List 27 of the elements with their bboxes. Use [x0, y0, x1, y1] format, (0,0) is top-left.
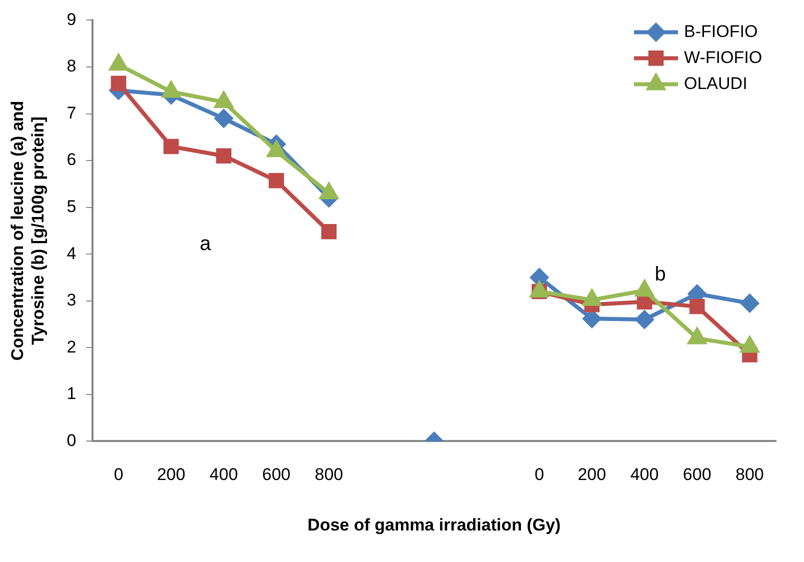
legend-label: B-FIOFIO	[684, 22, 758, 41]
legend-label: W-FIOFIO	[684, 48, 762, 67]
y-axis-title: Concentration of leucine (a) and Tyrosine (b) [g/100g protein]	[8, 100, 48, 361]
y-tick-label: 9	[66, 10, 76, 29]
y-tick-label: 6	[66, 150, 76, 170]
x-tick-label: 200	[578, 465, 606, 484]
y-tick-label: 4	[66, 244, 76, 263]
x-tick-label: 600	[682, 465, 712, 484]
annotation: a	[200, 233, 212, 256]
x-tick-label: 400	[210, 465, 238, 484]
y-tick-label: 1	[66, 384, 76, 404]
x-tick-label: 0	[114, 465, 124, 484]
y-tick-label: 8	[66, 56, 76, 76]
x-tick-label: 800	[736, 465, 764, 484]
y-tick-label: 7	[66, 103, 76, 122]
x-tick-label: 200	[156, 465, 186, 484]
y-tick-label: 0	[66, 430, 76, 450]
legend-label: OLAUDI	[684, 74, 748, 93]
y-tick-label: 5	[66, 197, 76, 216]
y-tick-label: 3	[66, 290, 76, 310]
y-tick-label: 2	[66, 337, 76, 356]
x-tick-label: 400	[630, 465, 659, 484]
annotation: b	[654, 264, 666, 286]
x-axis-title: Dose of gamma irradiation (Gy)	[308, 515, 561, 534]
x-tick-label: 800	[314, 465, 344, 484]
x-tick-label: 0	[534, 465, 544, 484]
x-tick-label: 600	[262, 465, 291, 484]
